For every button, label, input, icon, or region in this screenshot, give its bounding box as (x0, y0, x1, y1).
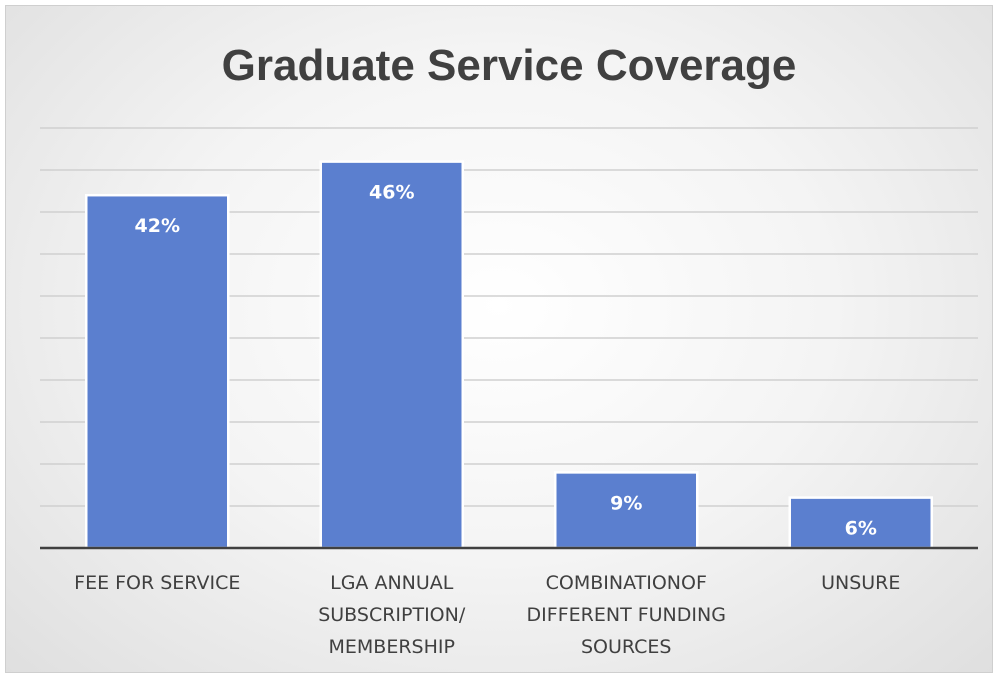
category-label-line: FEE FOR SERVICE (74, 572, 240, 594)
bar (554, 471, 699, 550)
data-label: 6% (845, 518, 877, 540)
category-labels: FEE FOR SERVICE LGA ANNUAL SUBSCRIPTION/ME… (74, 572, 900, 658)
data-labels: 42% 46% 9% 6% (135, 182, 877, 540)
data-label: 42% (135, 215, 180, 237)
category-label: FEE FOR SERVICE (74, 572, 240, 594)
bar (85, 193, 230, 550)
category-label: COMBINATIONOF DIFFERENT FUNDING SOURCES (527, 572, 726, 658)
category-label: UNSURE (821, 572, 900, 594)
category-label-line: UNSURE (821, 572, 900, 594)
bars (85, 160, 933, 550)
data-label: 46% (369, 182, 414, 204)
chart-title: Graduate Service Coverage (222, 41, 797, 90)
category-label-line: DIFFERENT FUNDING (527, 604, 726, 626)
category-label-line: SUBSCRIPTION/ (318, 604, 466, 626)
category-label-line: SOURCES (581, 636, 672, 658)
category-label-line: LGA ANNUAL (330, 572, 454, 594)
bar (319, 160, 464, 550)
category-label: LGA ANNUAL SUBSCRIPTION/MEMBERSHIP (318, 572, 466, 658)
category-label-line: MEMBERSHIP (329, 636, 455, 658)
category-label-line: COMBINATIONOF (546, 572, 707, 594)
data-label: 9% (610, 492, 642, 514)
